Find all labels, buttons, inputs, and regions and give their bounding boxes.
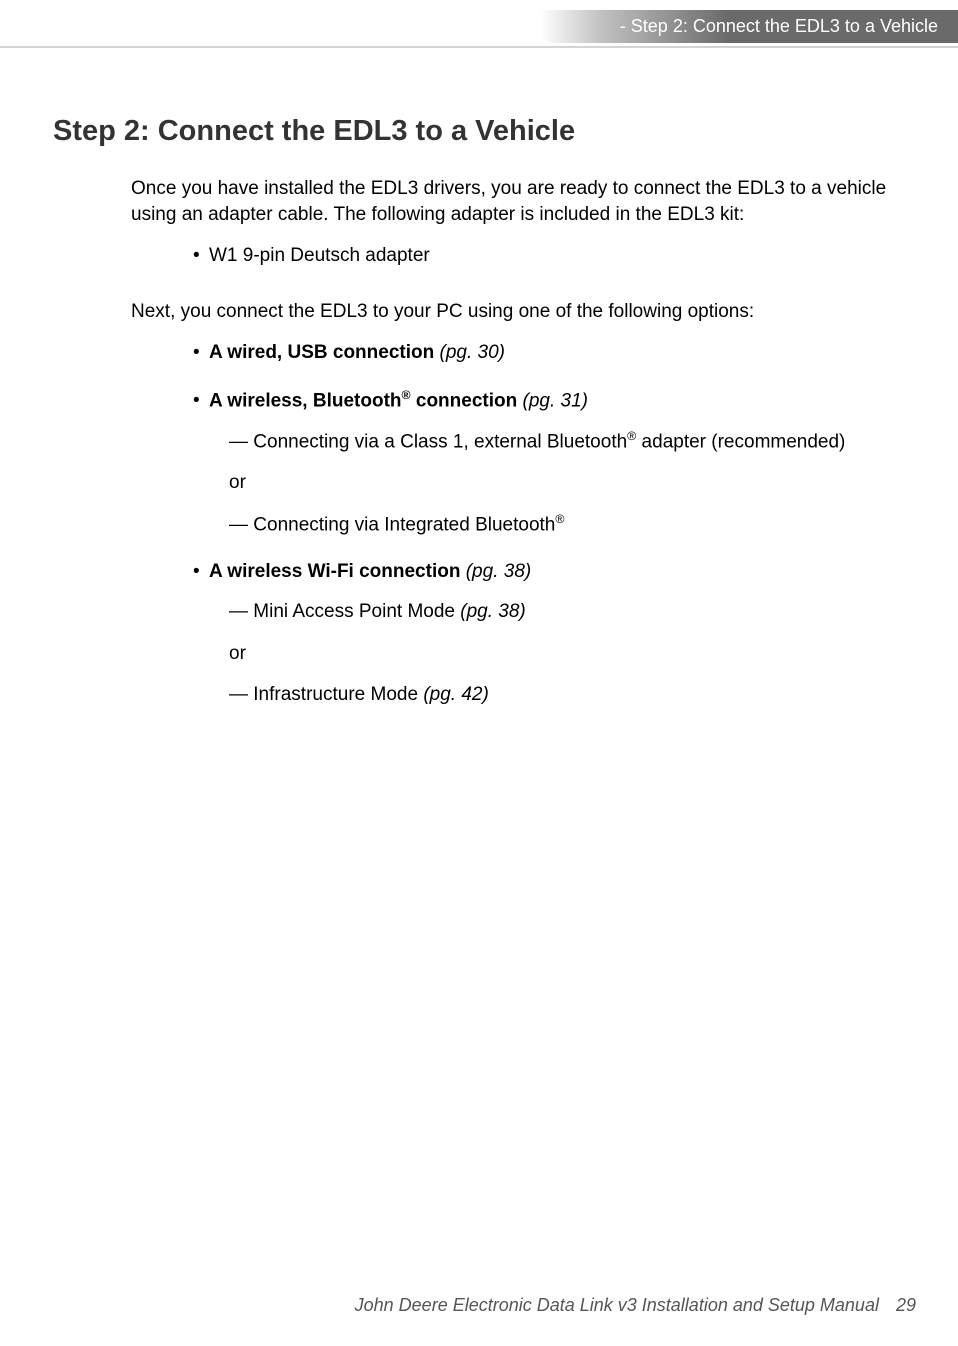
wifi-or: or — [229, 640, 898, 668]
wifi-sub1-page: (pg. 38) — [460, 601, 525, 622]
footer: John Deere Electronic Data Link v3 Insta… — [355, 1295, 916, 1316]
option-usb-page: (pg. 30) — [440, 342, 505, 363]
wifi-sub-infra: — Infrastructure Mode (pg. 42) — [229, 681, 898, 709]
registered-mark: ® — [402, 388, 411, 402]
options-list: A wired, USB connection (pg. 30) A wirel… — [193, 338, 898, 709]
section-title: Step 2: Connect the EDL3 to a Vehicle — [53, 115, 898, 148]
option-usb: A wired, USB connection (pg. 30) — [193, 338, 898, 367]
next-paragraph: Next, you connect the EDL3 to your PC us… — [131, 299, 898, 325]
bt-sub2-prefix: — Connecting via Integrated Bluetooth — [229, 514, 555, 535]
body-block: Once you have installed the EDL3 drivers… — [131, 176, 898, 709]
adapter-list: W1 9-pin Deutsch adapter — [193, 241, 898, 270]
option-bt-label-suffix: connection — [411, 390, 518, 411]
adapter-item: W1 9-pin Deutsch adapter — [193, 241, 898, 270]
bt-sub-integrated: — Connecting via Integrated Bluetooth® — [229, 511, 898, 539]
page-content: Step 2: Connect the EDL3 to a Vehicle On… — [53, 115, 898, 737]
bt-or: or — [229, 469, 898, 497]
option-wifi-label: A wireless Wi-Fi connection — [209, 561, 460, 582]
wifi-sub1-text: — Mini Access Point Mode — [229, 601, 455, 622]
registered-mark: ® — [627, 429, 636, 443]
footer-title: John Deere Electronic Data Link v3 Insta… — [355, 1295, 879, 1315]
bt-sub1-suffix: adapter (recommended) — [636, 431, 845, 452]
option-bt-label-prefix: A wireless, Bluetooth — [209, 390, 402, 411]
registered-mark: ® — [555, 512, 564, 526]
footer-page-number: 29 — [896, 1295, 916, 1315]
bluetooth-sublist: — Connecting via a Class 1, external Blu… — [229, 428, 898, 539]
wifi-sub-mini-ap: — Mini Access Point Mode (pg. 38) — [229, 598, 898, 626]
option-wifi: A wireless Wi-Fi connection (pg. 38) — M… — [193, 557, 898, 709]
wifi-sub2-page: (pg. 42) — [423, 684, 488, 705]
wifi-sub2-text: — Infrastructure Mode — [229, 684, 418, 705]
option-bt-page: (pg. 31) — [523, 390, 588, 411]
bt-sub1-prefix: — Connecting via a Class 1, external Blu… — [229, 431, 627, 452]
wifi-sublist: — Mini Access Point Mode (pg. 38) or — I… — [229, 598, 898, 709]
intro-paragraph: Once you have installed the EDL3 drivers… — [131, 176, 898, 227]
option-bluetooth: A wireless, Bluetooth® connection (pg. 3… — [193, 386, 898, 539]
header-rule — [0, 46, 958, 48]
bt-sub-class1: — Connecting via a Class 1, external Blu… — [229, 428, 898, 456]
option-usb-label: A wired, USB connection — [209, 342, 434, 363]
header-breadcrumb: - Step 2: Connect the EDL3 to a Vehicle — [540, 10, 958, 43]
option-wifi-page: (pg. 38) — [466, 561, 531, 582]
